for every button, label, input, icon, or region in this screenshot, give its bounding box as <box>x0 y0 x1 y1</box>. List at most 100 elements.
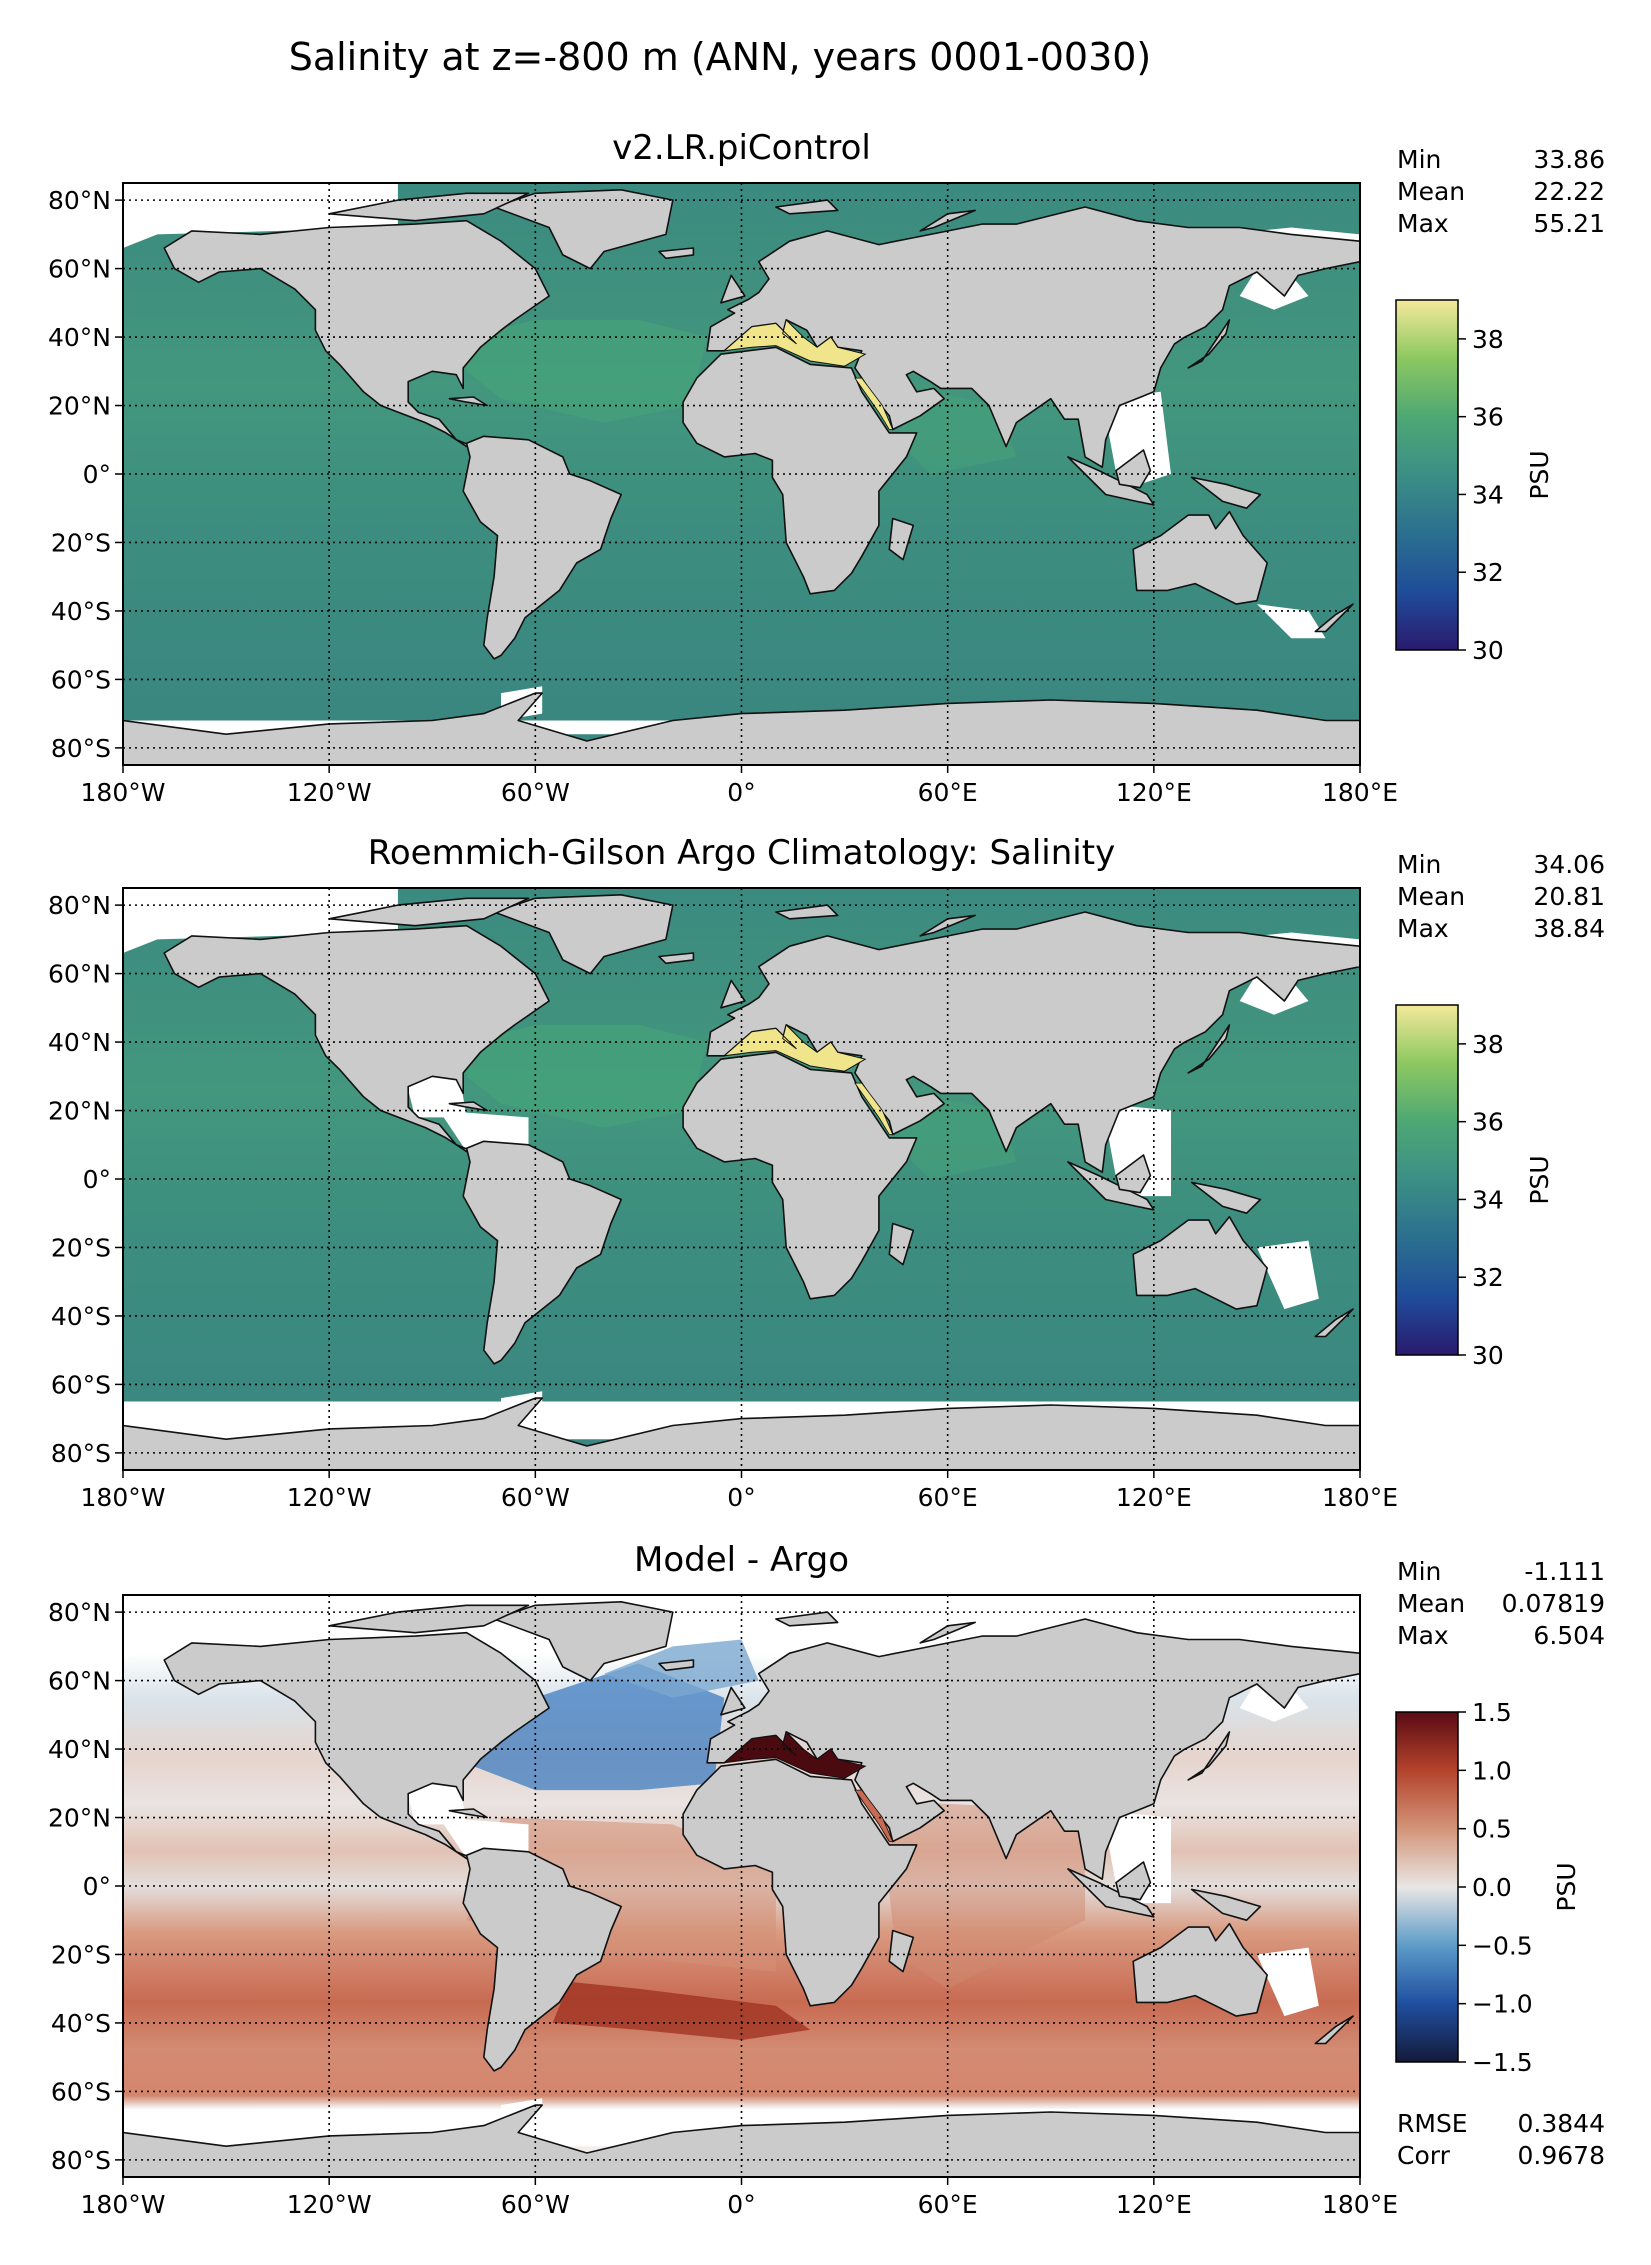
panel-title: Roemmich-Gilson Argo Climatology: Salini… <box>368 833 1115 873</box>
figure-title: Salinity at z=-800 m (ANN, years 0001-00… <box>289 35 1152 79</box>
stat-value: 38.84 <box>1533 914 1605 943</box>
stat-value: -1.111 <box>1524 1557 1605 1586</box>
y-tick-label: 60°S <box>51 2077 111 2106</box>
missing-data-region <box>1256 1240 1319 1310</box>
land-svalbard <box>775 904 839 920</box>
atlantic-salty-region <box>466 319 708 423</box>
x-tick-label: 60°W <box>501 778 570 807</box>
y-tick-label: 40°N <box>48 1735 111 1764</box>
x-tick-label: 60°E <box>918 778 978 807</box>
x-tick-label: 180°W <box>81 1483 166 1512</box>
land-svalbard <box>775 1611 839 1627</box>
x-tick-label: 120°E <box>1116 1483 1192 1512</box>
x-tick-label: 180°W <box>81 778 166 807</box>
y-tick-label: 20°S <box>51 1233 111 1262</box>
x-tick-label: 0° <box>727 778 755 807</box>
y-tick-label: 80°N <box>48 891 111 920</box>
south-atlantic-positive-bias <box>552 1981 811 2041</box>
missing-data-region <box>439 1817 529 1859</box>
land-africa <box>682 1051 918 1300</box>
land-nz <box>1314 603 1354 633</box>
panel-title: v2.LR.piControl <box>612 128 871 168</box>
y-tick-label: 80°S <box>51 734 111 763</box>
stat-label: Mean <box>1397 882 1465 911</box>
land-uk <box>720 274 746 304</box>
y-tick-label: 20°S <box>51 528 111 557</box>
x-tick-label: 0° <box>727 2190 755 2219</box>
stat-label: Max <box>1397 914 1449 943</box>
land-newGuinea <box>1190 1181 1262 1214</box>
x-tick-label: 180°E <box>1322 1483 1398 1512</box>
stat-value: 0.07819 <box>1502 1589 1605 1618</box>
stat-value: 0.3844 <box>1518 2109 1605 2138</box>
land-africa <box>682 1758 918 2007</box>
colorbar-tick-label: −0.5 <box>1472 1931 1533 1960</box>
x-tick-label: 120°E <box>1116 778 1192 807</box>
colorbar-gradient <box>1395 299 1459 651</box>
y-tick-label: 20°S <box>51 1940 111 1969</box>
stat-value: 34.06 <box>1533 850 1605 879</box>
missing-data-region <box>404 1076 467 1118</box>
land-borneo <box>1115 1154 1152 1194</box>
colorbar-label: PSU <box>1525 1155 1554 1204</box>
land-southAmerica <box>462 1847 623 2072</box>
panel-title: Model - Argo <box>634 1540 849 1580</box>
map-field <box>123 183 1360 765</box>
x-tick-label: 180°W <box>81 2190 166 2219</box>
colorbar-tick-label: 38 <box>1472 325 1504 354</box>
y-tick-label: 0° <box>83 1872 111 1901</box>
land-borneo <box>1115 1861 1152 1901</box>
red-sea <box>854 1082 894 1135</box>
colorbar-tick-label: 30 <box>1472 1341 1504 1370</box>
colorbar: 38 36 34 32 30 PSU <box>1395 1004 1554 1370</box>
land-newGuinea <box>1190 476 1262 510</box>
land-iceland <box>658 1659 695 1672</box>
colorbar-tick-label: 36 <box>1472 1108 1504 1137</box>
y-tick-label: 40°N <box>48 1028 111 1057</box>
colorbar-tick-label: 34 <box>1472 1185 1504 1214</box>
y-tick-label: 60°S <box>51 665 111 694</box>
x-tick-label: 60°E <box>918 1483 978 1512</box>
land-uk <box>720 1686 746 1716</box>
stat-label: Max <box>1397 1621 1449 1650</box>
stat-label: Min <box>1397 850 1441 879</box>
panel-1: v2.LR.piControl 80°N 60°N 40°N 20°N 0° 20°S 40°… <box>48 128 1605 807</box>
y-tick-label: 40°S <box>51 597 111 626</box>
land-japan <box>1187 1731 1231 1781</box>
stat-value: 0.9678 <box>1518 2141 1605 2170</box>
red-sea <box>854 1789 894 1842</box>
x-tick-label: 120°E <box>1116 2190 1192 2219</box>
land-greenland <box>493 189 674 270</box>
x-tick-label: 120°W <box>287 2190 372 2219</box>
colorbar-tick-label: −1.0 <box>1472 1990 1533 2019</box>
land-southAmerica <box>462 1140 623 1365</box>
land-cuba <box>448 1101 489 1112</box>
land-newGuinea <box>1190 1888 1262 1921</box>
missing-data-region <box>404 1783 467 1825</box>
land-madagascar <box>888 1222 915 1266</box>
stat-label: Mean <box>1397 1589 1465 1618</box>
land-madagascar <box>888 517 915 561</box>
colorbar: 38 36 34 32 30 PSU <box>1395 299 1554 665</box>
colorbar-label: PSU <box>1525 450 1554 499</box>
colorbar-tick-label: 0.5 <box>1472 1815 1512 1844</box>
indian-positive-bias <box>878 1800 1086 1989</box>
panel-3: Model - Argo 80°N 60°N 40°N 20°N 0° 20°S 40°S 60… <box>48 1540 1605 2219</box>
land-northAmerica <box>163 1631 550 1860</box>
land-australia <box>1132 510 1268 605</box>
map-field <box>123 1595 1360 2177</box>
stat-value: 22.22 <box>1533 177 1605 206</box>
y-tick-label: 60°S <box>51 1370 111 1399</box>
y-tick-label: 40°S <box>51 1302 111 1331</box>
missing-data-region <box>1256 604 1326 639</box>
colorbar-gradient <box>1395 1711 1459 2063</box>
colorbar-label: PSU <box>1552 1862 1581 1911</box>
land-svalbard <box>775 199 839 215</box>
land-australia <box>1132 1922 1268 2017</box>
stat-label: Max <box>1397 209 1449 238</box>
colorbar-gradient <box>1395 1004 1459 1356</box>
atlantic-negative-bias <box>473 1663 725 1791</box>
y-tick-label: 60°N <box>48 1667 111 1696</box>
land-africa <box>682 346 918 595</box>
x-tick-label: 60°W <box>501 2190 570 2219</box>
